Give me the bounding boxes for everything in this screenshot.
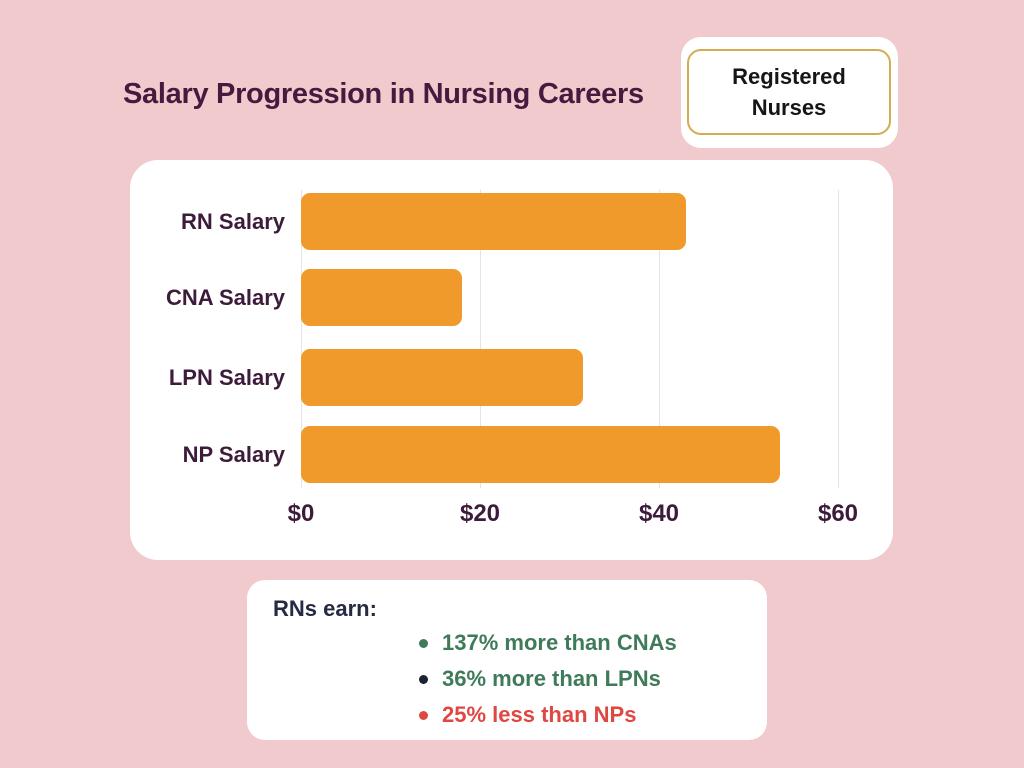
bullet-dot-red bbox=[419, 710, 428, 720]
registered-nurses-badge: Registered Nurses bbox=[681, 37, 898, 148]
stat-item-np: 25% less than NPs bbox=[419, 697, 677, 733]
stat-text-cna: 137% more than CNAs bbox=[442, 630, 677, 655]
category-label-cna: CNA Salary bbox=[165, 285, 285, 310]
bullet-dot-dark bbox=[419, 674, 428, 684]
category-label-rn: RN Salary bbox=[181, 209, 285, 234]
badge-text-line2: Nurses bbox=[751, 95, 827, 120]
gridline-60 bbox=[838, 190, 839, 488]
bar-cna-salary bbox=[301, 269, 463, 326]
bar-rn-salary bbox=[301, 193, 686, 250]
x-tick-40: $40 bbox=[638, 500, 680, 527]
bar-lpn-salary bbox=[301, 349, 583, 406]
gridline-20 bbox=[480, 190, 481, 488]
stat-text-np: 25% less than NPs bbox=[442, 702, 637, 727]
badge-inner-frame: Registered Nurses bbox=[687, 49, 891, 135]
stats-card: RNs earn: 137% more than CNAs 36% more t… bbox=[247, 580, 767, 740]
x-tick-0: $0 bbox=[287, 500, 315, 527]
gridline-40 bbox=[659, 190, 660, 488]
x-tick-20: $20 bbox=[459, 500, 501, 527]
badge-text-line1: Registered bbox=[732, 64, 846, 89]
bar-chart-plot-area bbox=[301, 188, 839, 490]
stat-item-lpn: 36% more than LPNs bbox=[419, 661, 677, 697]
x-axis: $0 $20 $40 $60 bbox=[288, 500, 858, 530]
page-title: Salary Progression in Nursing Careers bbox=[123, 78, 644, 110]
category-label-np: NP Salary bbox=[182, 442, 285, 467]
stats-list: 137% more than CNAs 36% more than LPNs 2… bbox=[419, 625, 677, 733]
stat-item-cna: 137% more than CNAs bbox=[419, 625, 677, 661]
salary-bar-chart-card: RN Salary CNA Salary LPN Salary NP Salar… bbox=[130, 160, 893, 560]
gridline-0 bbox=[301, 190, 302, 488]
bar-np-salary bbox=[301, 426, 780, 483]
stats-heading: RNs earn: bbox=[273, 596, 377, 621]
category-label-lpn: LPN Salary bbox=[168, 365, 285, 390]
x-tick-60: $60 bbox=[817, 500, 859, 527]
stat-text-lpn: 36% more than LPNs bbox=[442, 666, 661, 691]
bullet-dot-green bbox=[419, 638, 428, 648]
